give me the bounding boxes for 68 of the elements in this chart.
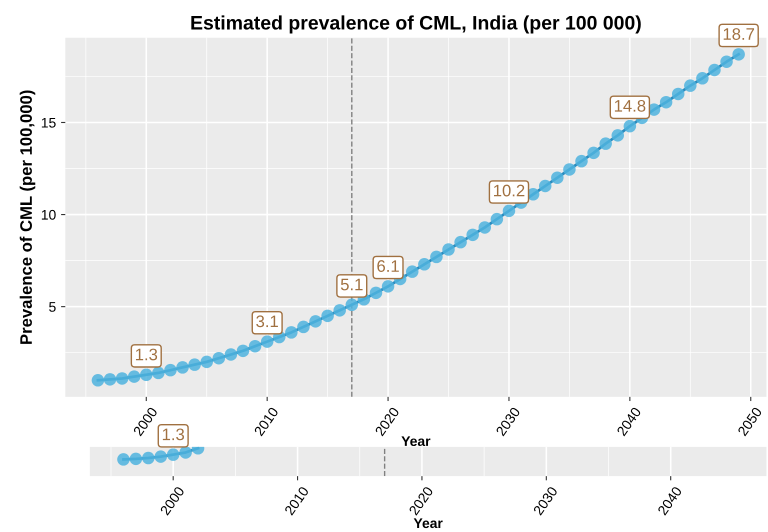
data-label: 5.1 xyxy=(340,278,363,290)
point xyxy=(128,370,140,383)
point xyxy=(454,236,467,248)
point xyxy=(188,358,201,371)
point xyxy=(720,55,733,68)
data-label: 10.2 xyxy=(494,184,524,196)
point xyxy=(321,310,334,322)
point xyxy=(236,344,250,358)
point xyxy=(696,72,709,85)
point xyxy=(684,79,697,92)
point xyxy=(382,280,394,293)
data-label: 3.1 xyxy=(256,315,278,328)
y-tick-label: 15 xyxy=(42,118,56,128)
point xyxy=(672,88,684,100)
point xyxy=(502,204,516,218)
point xyxy=(587,146,600,160)
point xyxy=(406,265,418,278)
point xyxy=(624,120,636,132)
point xyxy=(418,258,431,271)
point xyxy=(142,452,155,464)
point xyxy=(490,212,504,226)
point xyxy=(212,352,226,364)
point xyxy=(370,286,382,300)
point xyxy=(346,298,358,312)
y-tick-label: 10 xyxy=(42,210,56,220)
point xyxy=(309,315,322,328)
point xyxy=(224,348,238,361)
point xyxy=(152,366,165,380)
point xyxy=(430,250,443,264)
point xyxy=(551,171,564,184)
point xyxy=(478,221,492,234)
annotation: 1.3 xyxy=(162,428,184,440)
point xyxy=(285,326,298,339)
point xyxy=(732,48,745,61)
point xyxy=(260,335,274,348)
point xyxy=(612,129,624,142)
point xyxy=(575,154,588,168)
point xyxy=(708,64,721,76)
data-label: 14.8 xyxy=(614,100,646,112)
point xyxy=(117,453,130,466)
point xyxy=(248,340,262,352)
data-label: 1.3 xyxy=(136,348,158,360)
point xyxy=(104,373,116,386)
y-tick-label: 5 xyxy=(49,302,56,312)
point xyxy=(92,374,104,387)
point xyxy=(442,243,455,256)
point xyxy=(130,452,142,466)
point xyxy=(297,320,310,334)
y-axis-title: Prevalence of CML (per 100,000) xyxy=(20,90,36,344)
point xyxy=(179,446,192,459)
point xyxy=(176,361,189,374)
point xyxy=(116,372,128,385)
point xyxy=(333,304,346,317)
point xyxy=(599,137,612,150)
x-axis-title: Year xyxy=(414,518,443,528)
x-axis-title: Year xyxy=(401,436,430,446)
point xyxy=(538,180,552,192)
chart-title: Estimated prevalence of CML, India (per 100 000) xyxy=(191,15,641,34)
point xyxy=(563,163,576,176)
point xyxy=(200,356,213,368)
point xyxy=(166,448,180,461)
point xyxy=(154,450,167,463)
data-label: 18.7 xyxy=(724,28,754,40)
point xyxy=(164,364,177,376)
point xyxy=(140,368,153,382)
point xyxy=(466,228,479,242)
data-label: 6.1 xyxy=(377,260,399,272)
point xyxy=(660,96,672,108)
